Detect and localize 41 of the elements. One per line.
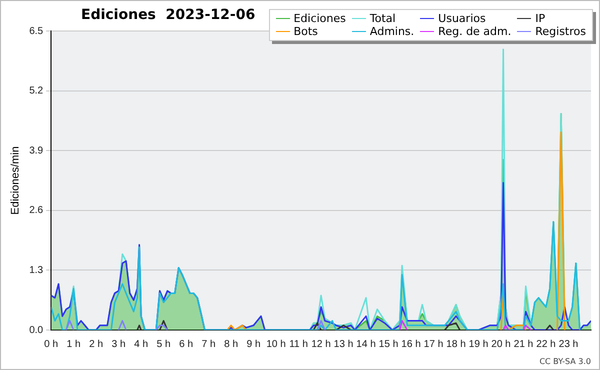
legend-label: Admins. xyxy=(368,25,414,38)
legend-label: Reg. de adm. xyxy=(437,25,512,38)
x-tick-label: 1 h xyxy=(66,338,81,350)
x-tick-label: 5 h xyxy=(156,338,171,350)
x-tick-label: 11 h xyxy=(289,338,308,350)
x-tick-label: 4 h xyxy=(134,338,148,350)
x-tick-label: 22 h xyxy=(536,338,556,350)
legend-label: Bots xyxy=(292,25,319,38)
x-tick-label: 13 h xyxy=(334,338,354,350)
legend-label: Registros xyxy=(534,25,586,38)
x-tick-label: 12 h xyxy=(311,338,331,350)
y-tick-label: 3.9 xyxy=(29,145,44,156)
x-tick-label: 20 h xyxy=(491,338,511,350)
legend-label: Ediciones xyxy=(292,12,346,25)
x-tick-label: 21 h xyxy=(514,338,534,350)
x-tick-label: 9 h xyxy=(246,338,261,350)
x-tick-label: 15 h xyxy=(378,338,398,350)
x-tick-label: 19 h xyxy=(468,338,488,350)
y-axis-title: Ediciones/min xyxy=(10,146,22,215)
x-tick-label: 16 h xyxy=(401,338,421,350)
chart-title: Ediciones 2023-12-06 xyxy=(81,7,256,23)
y-tick-label: 0.0 xyxy=(29,324,44,336)
legend-label: Total xyxy=(368,12,397,25)
x-tick-label: 23 h xyxy=(558,338,578,350)
x-tick-label: 8 h xyxy=(224,338,238,350)
x-tick-label: 10 h xyxy=(266,338,286,350)
x-tick-label: 18 h xyxy=(446,338,466,350)
x-tick-label: 3 h xyxy=(112,338,126,350)
x-tick-label: 0 h xyxy=(44,338,58,350)
x-tick-label: 2 h xyxy=(89,338,104,350)
y-tick-label: 2.6 xyxy=(29,205,44,216)
y-tick-label: 6.5 xyxy=(29,26,44,37)
legend-label: Usuarios xyxy=(437,12,487,25)
text: CC BY-SA 3.0 xyxy=(539,357,591,366)
y-tick-label: 5.2 xyxy=(29,86,44,97)
x-tick-label: 17 h xyxy=(424,338,444,350)
x-tick-label: 14 h xyxy=(356,338,376,350)
x-tick-label: 6 h xyxy=(179,338,194,350)
x-tick-label: 7 h xyxy=(202,338,216,350)
legend-label: IP xyxy=(534,12,546,25)
y-tick-label: 1.3 xyxy=(29,264,44,276)
